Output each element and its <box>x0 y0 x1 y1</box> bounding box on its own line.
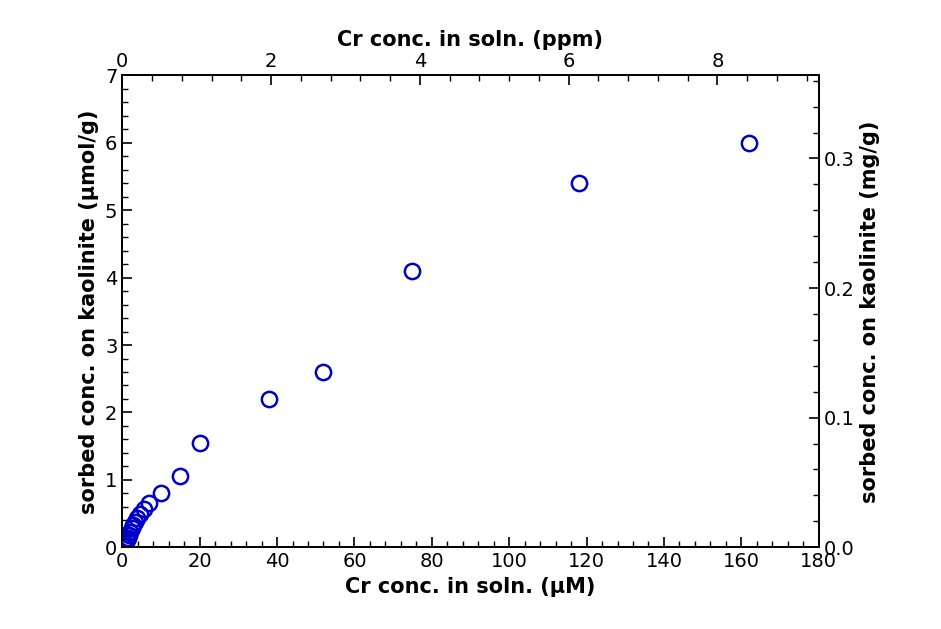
X-axis label: Cr conc. in soln. (μM): Cr conc. in soln. (μM) <box>345 577 596 597</box>
Y-axis label: sorbed conc. on kaolinite (mg/g): sorbed conc. on kaolinite (mg/g) <box>860 120 880 503</box>
Y-axis label: sorbed conc. on kaolinite (μmol/g): sorbed conc. on kaolinite (μmol/g) <box>79 109 100 513</box>
X-axis label: Cr conc. in soln. (ppm): Cr conc. in soln. (ppm) <box>338 30 603 50</box>
